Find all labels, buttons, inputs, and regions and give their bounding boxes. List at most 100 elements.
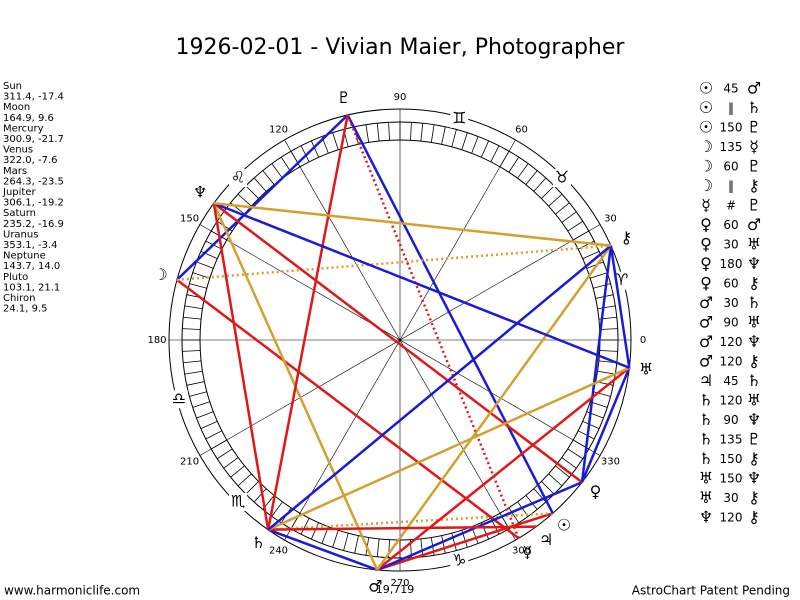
ring-tick bbox=[525, 495, 538, 510]
aspect-label: 135 bbox=[720, 433, 743, 447]
ring-tick bbox=[271, 501, 283, 517]
ring-tick bbox=[182, 328, 201, 330]
aspect-line bbox=[346, 114, 554, 514]
sign-bg bbox=[450, 552, 469, 571]
degree-label: 210 bbox=[180, 457, 199, 468]
planet-position: 353.1, -3.4 bbox=[3, 240, 58, 251]
aspect-to: ☿ bbox=[749, 137, 759, 156]
ring-tick bbox=[561, 211, 577, 223]
aspect-from: ☉ bbox=[699, 98, 713, 117]
aspect-from: ☽ bbox=[699, 176, 713, 195]
ring-tick bbox=[555, 465, 570, 478]
planet-position: 24.1, 9.5 bbox=[3, 304, 48, 315]
ring-tick bbox=[548, 193, 563, 207]
ring-tick bbox=[480, 140, 490, 158]
aspect-label: 120 bbox=[720, 511, 743, 525]
chart-title: 1926-02-01 - Vivian Maier, Photographer bbox=[176, 35, 626, 60]
aspect-from: ♀ bbox=[700, 215, 712, 234]
degree-label: 90 bbox=[394, 92, 407, 103]
ring-tick bbox=[230, 465, 245, 478]
ring-tick bbox=[533, 177, 547, 192]
aspect-label: 60 bbox=[723, 218, 738, 232]
ring-tick bbox=[590, 401, 608, 408]
aspect-to: ♆ bbox=[747, 410, 761, 429]
aspect-line bbox=[213, 202, 611, 247]
ring-tick bbox=[471, 136, 479, 154]
ring-tick bbox=[245, 481, 259, 495]
degree-label: 240 bbox=[269, 545, 288, 556]
ring-tick bbox=[490, 145, 500, 162]
planet-name: Sun bbox=[3, 81, 22, 92]
ring-tick bbox=[410, 122, 412, 141]
footer-left: www.harmoniclife.com bbox=[4, 584, 140, 598]
planet-glyph: ☿ bbox=[522, 542, 532, 561]
ring-tick bbox=[376, 538, 380, 557]
ring-tick bbox=[354, 535, 359, 554]
degree-label: 330 bbox=[601, 457, 620, 468]
planet-glyph: ♂ bbox=[368, 576, 382, 595]
aspect-line bbox=[266, 114, 349, 530]
aspect-from: ♀ bbox=[700, 254, 712, 273]
aspect-to: ♂ bbox=[747, 79, 761, 98]
aspect-label: 45 bbox=[723, 374, 738, 388]
sign-glyph: ♉ bbox=[555, 168, 569, 187]
aspect-label: 30 bbox=[723, 238, 738, 252]
planet-position: 103.1, 21.1 bbox=[3, 282, 60, 293]
planet-name: Saturn bbox=[3, 208, 36, 219]
aspect-to: ♇ bbox=[747, 430, 761, 449]
aspect-to: ♄ bbox=[747, 293, 761, 312]
aspect-from: ☉ bbox=[699, 118, 713, 137]
aspect-from: ☽ bbox=[699, 157, 713, 176]
planet-name: Venus bbox=[3, 145, 33, 156]
aspect-to: ♅ bbox=[747, 235, 761, 254]
sign-glyph: ♎ bbox=[172, 389, 186, 408]
aspect-from: ♂ bbox=[699, 293, 713, 312]
aspect-to: ♅ bbox=[747, 391, 761, 410]
planet-name: Mars bbox=[3, 166, 27, 177]
degree-label: 60 bbox=[515, 125, 528, 136]
sign-bg bbox=[229, 169, 248, 188]
ring-tick bbox=[310, 140, 320, 158]
ring-tick bbox=[582, 420, 600, 430]
ring-tick bbox=[593, 391, 611, 397]
aspect-line bbox=[346, 114, 520, 539]
ring-tick bbox=[237, 193, 252, 207]
aspect-label: 45 bbox=[723, 82, 738, 96]
planet-position: 143.7, 14.0 bbox=[3, 261, 60, 272]
ring-tick bbox=[196, 411, 214, 419]
planet-glyph: ☉ bbox=[557, 516, 571, 535]
ring-tick bbox=[216, 448, 233, 460]
planet-glyph: ⚷ bbox=[621, 228, 633, 247]
aspect-to: ♄ bbox=[747, 371, 761, 390]
sign-glyph: ♊ bbox=[452, 108, 466, 127]
aspect-from: ♅ bbox=[699, 488, 713, 507]
aspect-label: ‖ bbox=[728, 179, 734, 193]
planet-name: Jupiter bbox=[2, 187, 36, 198]
aspect-to: ⚷ bbox=[748, 488, 760, 507]
aspect-to: ♇ bbox=[747, 157, 761, 176]
aspect-line bbox=[268, 525, 537, 531]
ring-tick bbox=[183, 360, 202, 364]
ring-tick bbox=[561, 457, 577, 469]
ring-tick bbox=[365, 124, 370, 143]
aspect-from: ♃ bbox=[699, 371, 713, 390]
planet-glyph: ♇ bbox=[337, 88, 351, 107]
ring-tick bbox=[597, 305, 616, 310]
ring-tick bbox=[205, 430, 222, 440]
aspect-line bbox=[176, 114, 349, 281]
ring-tick bbox=[300, 145, 310, 162]
aspect-from: ♀ bbox=[700, 274, 712, 293]
ring-tick bbox=[541, 185, 555, 199]
ring-tick bbox=[420, 123, 424, 142]
day-count: 19,719 bbox=[376, 583, 415, 596]
aspect-label: 135 bbox=[720, 140, 743, 154]
ring-tick bbox=[189, 391, 207, 397]
aspect-from: ☿ bbox=[701, 196, 711, 215]
aspect-from: ♄ bbox=[699, 430, 713, 449]
aspect-to: ♇ bbox=[747, 196, 761, 215]
planet-position: 311.4, -17.4 bbox=[3, 92, 64, 103]
planet-position: 235.2, -16.9 bbox=[3, 219, 64, 230]
aspect-line bbox=[213, 202, 583, 484]
aspect-label: 30 bbox=[723, 491, 738, 505]
ring-tick bbox=[517, 163, 529, 179]
